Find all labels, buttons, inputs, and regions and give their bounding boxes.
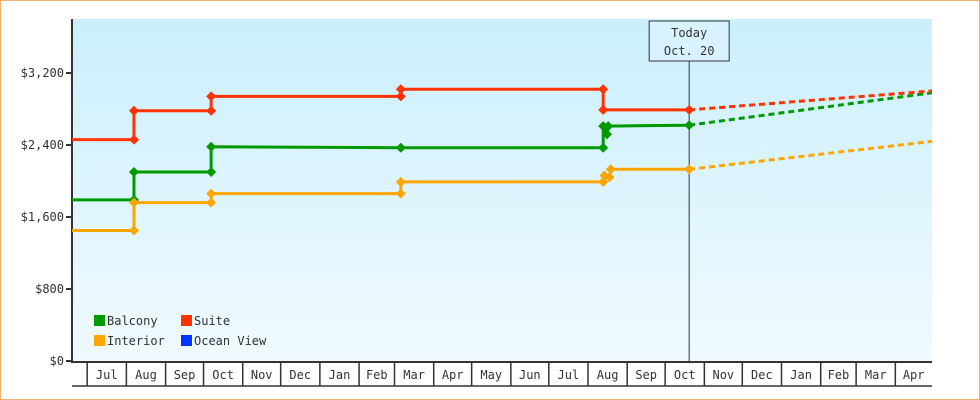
legend-label-ocean-view: Ocean View: [194, 334, 267, 348]
interior-point: [604, 172, 615, 183]
interior-point: [128, 197, 139, 208]
legend-swatch-interior: [94, 335, 105, 346]
x-tick-label: Feb: [366, 368, 388, 382]
legend-label-balcony: Balcony: [107, 314, 158, 328]
x-tick-label: Jul: [558, 368, 580, 382]
balcony-point: [128, 167, 139, 177]
suite-point: [395, 91, 406, 102]
y-tick-label: $0: [50, 354, 64, 368]
interior-point: [395, 176, 406, 187]
x-tick-label: Oct: [212, 368, 234, 382]
legend-swatch-suite: [181, 315, 192, 326]
x-tick-label: May: [480, 368, 502, 382]
suite-point: [598, 84, 609, 95]
interior-point: [598, 176, 609, 187]
interior-projection-line: [689, 139, 933, 171]
plot-area: [72, 19, 932, 361]
x-tick-label: Apr: [903, 368, 925, 382]
x-tick-label: Nov: [712, 368, 734, 382]
balcony-point: [395, 142, 406, 153]
x-tick-label: Nov: [251, 368, 273, 382]
interior-point: [206, 197, 217, 208]
x-tick-label: Jan: [329, 368, 351, 382]
interior-point: [206, 188, 217, 199]
suite-point: [684, 104, 695, 115]
legend-label-interior: Interior: [107, 334, 165, 348]
interior-point: [684, 164, 695, 175]
suite-point: [206, 105, 217, 116]
suite-line: [72, 87, 690, 142]
today-date: Oct. 20: [664, 44, 715, 58]
suite-point: [128, 105, 139, 116]
x-tick-label: Dec: [751, 368, 773, 382]
x-tick-label: Apr: [442, 368, 464, 382]
y-tick-label: $3,200: [21, 66, 64, 80]
interior-point: [395, 188, 406, 199]
legend-swatch-ocean-view: [181, 335, 192, 346]
interior-point: [128, 225, 139, 236]
x-tick-label: Dec: [289, 368, 311, 382]
interior-point: [605, 164, 616, 175]
balcony-point: [603, 121, 614, 132]
y-tick-label: $800: [35, 282, 64, 296]
legend-swatch-balcony: [94, 315, 105, 326]
suite-point: [206, 91, 217, 102]
suite-point: [395, 84, 406, 95]
x-tick-label: Mar: [403, 368, 425, 382]
x-tick-label: Aug: [597, 368, 619, 382]
suite-point: [128, 134, 139, 145]
suite-point: [598, 104, 609, 115]
x-tick-label: Jan: [790, 368, 812, 382]
balcony-point: [598, 121, 609, 132]
x-tick-label: Aug: [135, 368, 157, 382]
balcony-point: [684, 120, 695, 131]
legend-label-suite: Suite: [194, 314, 230, 328]
x-tick-label: Feb: [828, 368, 850, 382]
y-tick-label: $1,600: [21, 210, 64, 224]
today-box: [648, 20, 730, 62]
balcony-point: [601, 129, 612, 140]
today-label: Today: [671, 26, 707, 40]
x-tick-label: Mar: [865, 368, 887, 382]
balcony-point: [598, 142, 609, 153]
balcony-projection-line: [688, 91, 933, 127]
suite-projection-line: [689, 89, 933, 112]
x-tick-label: Sep: [174, 368, 196, 382]
x-tick-label: Jun: [519, 368, 541, 382]
x-tick-label: Oct: [674, 368, 696, 382]
y-tick-label: $2,400: [21, 138, 64, 152]
balcony-point: [206, 141, 217, 152]
balcony-point: [206, 167, 217, 177]
x-tick-label: Sep: [635, 368, 657, 382]
x-tick-label: Jul: [96, 368, 118, 382]
